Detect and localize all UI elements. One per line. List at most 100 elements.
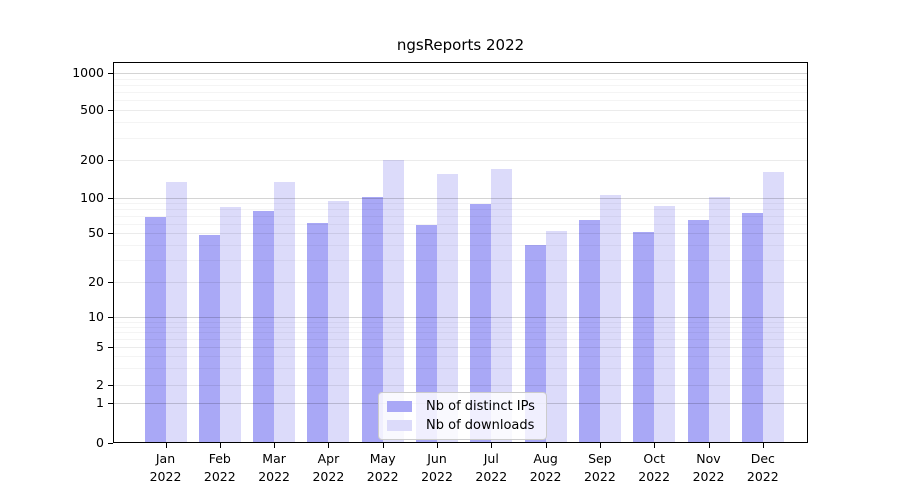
gridline-200 [114,160,807,161]
gridline-10 [114,317,807,318]
gridline-800 [114,84,807,86]
gridline-5 [114,347,807,348]
gridline-4 [114,356,807,358]
x-tick-mark-apr [328,443,330,448]
bar-downloads-feb [219,206,241,443]
y-tick-label-20: 20 [88,274,104,289]
gridline-500 [114,110,807,111]
bar-downloads-sep [599,194,621,443]
gridline-50 [114,233,807,234]
gridline-7 [114,332,807,334]
bar-ips-oct [633,232,655,443]
chart-title: ngsReports 2022 [396,36,525,54]
y-tick-mark-1 [108,403,113,404]
y-tick-mark-500 [108,110,113,111]
x-tick-mark-may [382,443,384,448]
y-tick-label-5: 5 [96,339,104,354]
x-tick-label-may: May 2022 [366,451,399,484]
y-tick-label-0: 0 [96,435,104,450]
gridline-100 [114,198,807,199]
bar-downloads-nov [708,196,730,443]
x-tick-mark-feb [219,443,221,448]
y-tick-mark-20 [108,282,113,283]
y-tick-label-2: 2 [96,377,104,392]
gridline-300 [114,137,807,139]
y-tick-mark-50 [108,233,113,234]
gridline-6 [114,339,807,341]
gridline-900 [114,78,807,80]
bar-downloads-oct [654,206,676,443]
x-tick-mark-aug [545,443,547,448]
y-tick-mark-100 [108,198,113,199]
gridline-90 [114,203,807,205]
bar-ips-apr [307,222,329,443]
x-tick-mark-nov [708,443,710,448]
x-tick-mark-jan [165,443,167,448]
gridline-400 [114,122,807,124]
gridline-3 [114,368,807,370]
bar-ips-feb [198,235,220,443]
x-tick-label-jul: Jul 2022 [475,451,508,484]
y-tick-label-200: 200 [80,152,104,167]
gridline-30 [114,260,807,262]
gridline-600 [114,100,807,102]
bar-downloads-dec [762,171,784,443]
x-tick-label-oct: Oct 2022 [638,451,671,484]
x-tick-label-sep: Sep 2022 [583,451,616,484]
gridline-9 [114,321,807,323]
y-tick-mark-1000 [108,73,113,74]
gridline-70 [114,216,807,217]
gridline-20 [114,282,807,283]
bar-downloads-apr [328,200,350,443]
legend-swatch-distinct-ips [387,401,412,412]
gridline-80 [114,209,807,211]
y-tick-mark-5 [108,347,113,348]
x-tick-label-dec: Dec 2022 [746,451,779,484]
gridline-8 [114,326,807,328]
y-tick-label-10: 10 [88,309,104,324]
plot-frame [113,62,808,443]
legend-label-downloads: Nb of downloads [426,418,535,433]
x-tick-mark-oct [654,443,656,448]
bar-ips-nov [687,219,709,443]
bar-ips-sep [578,219,600,443]
bar-ips-jun [416,224,437,443]
y-tick-label-500: 500 [80,102,104,117]
x-tick-mark-sep [599,443,601,448]
gridline-60 [114,223,807,225]
x-tick-label-feb: Feb 2022 [203,451,236,484]
y-tick-mark-200 [108,160,113,161]
gridline-40 [114,244,807,246]
x-tick-label-mar: Mar 2022 [258,451,290,484]
x-tick-label-jun: Jun 2022 [421,451,453,484]
y-tick-mark-10 [108,317,113,318]
y-tick-label-1000: 1000 [72,65,104,80]
x-tick-label-jan: Jan 2022 [149,451,182,484]
x-tick-mark-dec [762,443,764,448]
legend-swatch-downloads [387,420,412,431]
bar-ips-jan [144,216,166,443]
legend: Nb of distinct IPs Nb of downloads [378,392,547,440]
x-tick-mark-jun [437,443,438,448]
x-tick-label-nov: Nov 2022 [692,451,725,484]
bar-downloads-mar [274,181,296,443]
bar-downloads-jul [491,168,513,443]
x-tick-label-aug: Aug 2022 [529,451,562,484]
bar-downloads-may [382,159,404,443]
gridline-700 [114,92,807,94]
bar-ips-may [361,196,383,443]
y-tick-label-100: 100 [80,190,104,205]
y-tick-mark-0 [108,443,113,444]
bar-ips-mar [253,210,275,443]
y-tick-mark-2 [108,385,113,386]
gridline-2 [114,385,807,386]
x-tick-label-apr: Apr 2022 [312,451,345,484]
legend-item-distinct-ips: Nb of distinct IPs [387,399,538,414]
y-tick-label-50: 50 [88,225,104,240]
y-tick-label-1: 1 [96,395,104,410]
bar-ips-dec [741,212,763,443]
bar-downloads-aug [545,231,567,443]
legend-item-downloads: Nb of downloads [387,418,538,433]
legend-label-distinct-ips: Nb of distinct IPs [426,399,535,414]
